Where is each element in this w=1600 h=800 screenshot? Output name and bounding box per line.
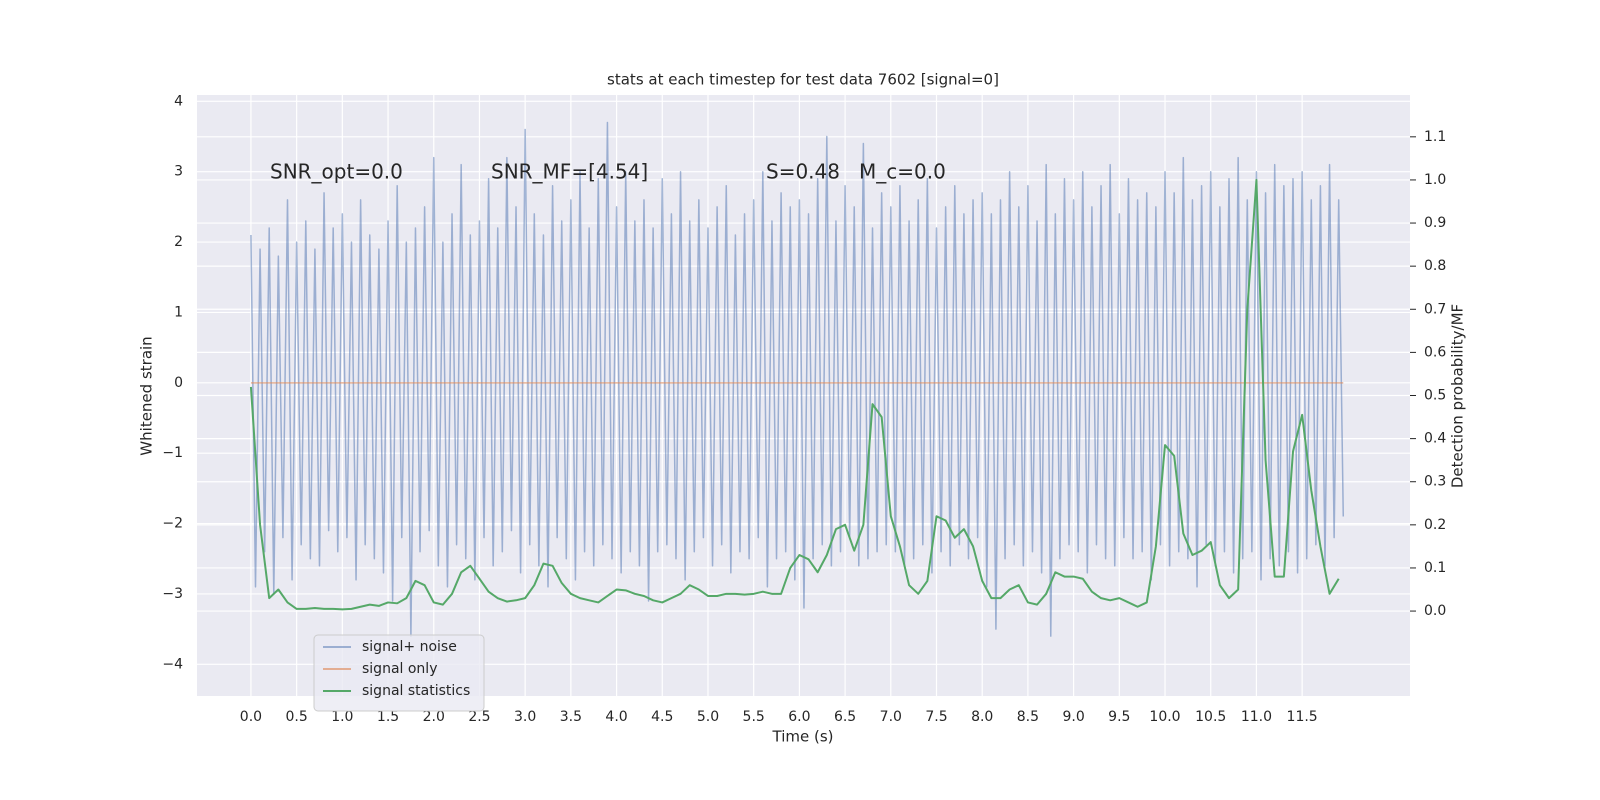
x-tick-label: 9.5 — [1108, 709, 1130, 725]
legend: signal+ noise signal only signal statistic… — [313, 634, 485, 712]
legend-label: signal+ noise — [362, 639, 457, 655]
chart-title: stats at each timestep for test data 760… — [607, 71, 999, 89]
x-tick-label: 8.0 — [971, 709, 993, 725]
x-tick-label: 3.0 — [514, 709, 536, 725]
y2-tick-label: 1.0 — [1424, 172, 1446, 188]
y2-tick-label: 0.6 — [1424, 344, 1446, 360]
y2-tick-label: 0.9 — [1424, 215, 1446, 231]
y-tick-label: −4 — [162, 656, 183, 672]
x-tick-label: 10.5 — [1195, 709, 1226, 725]
x-tick-label: 0.0 — [240, 709, 262, 725]
y2-tick-label: 0.3 — [1424, 474, 1446, 490]
y-tick-label: 4 — [174, 93, 183, 109]
x-axis-label: Time (s) — [772, 728, 834, 746]
y2-tick-label: 0.4 — [1424, 431, 1446, 447]
x-tick-label: 11.5 — [1287, 709, 1318, 725]
legend-label: signal statistics — [362, 683, 470, 699]
y-tick-label: 0 — [174, 375, 183, 391]
x-tick-label: 7.5 — [925, 709, 947, 725]
series-line — [249, 178, 1340, 611]
annotation: S=0.48 — [766, 160, 840, 184]
y-tick-label: 2 — [174, 234, 183, 250]
x-tick-label: 4.5 — [651, 709, 673, 725]
y2-tick-label: 0.7 — [1424, 301, 1446, 317]
x-tick-label: 11.0 — [1241, 709, 1272, 725]
x-tick-label: 0.5 — [286, 709, 308, 725]
x-tick-label: 9.0 — [1062, 709, 1084, 725]
marks — [249, 121, 1345, 637]
x-tick-label: 5.5 — [743, 709, 765, 725]
x-tick-label: 6.0 — [788, 709, 810, 725]
x-tick-label: 2.0 — [423, 709, 445, 725]
annotation: M_c=0.0 — [859, 160, 946, 184]
y-axis-label: Whitened strain — [138, 336, 156, 455]
legend-box — [313, 634, 485, 712]
annotation: SNR_MF=[4.54] — [491, 160, 648, 184]
y-tick-label: −3 — [162, 586, 183, 602]
x-tick-label: 1.5 — [377, 709, 399, 725]
y-tick-label: −2 — [162, 516, 183, 532]
y2-tick-label: 0.2 — [1424, 517, 1446, 533]
y-tick-label: 3 — [174, 164, 183, 180]
x-tick-label: 1.0 — [331, 709, 353, 725]
y2-tick-label: 0.1 — [1424, 560, 1446, 576]
x-tick-label: 7.0 — [880, 709, 902, 725]
x-tick-label: 3.5 — [560, 709, 582, 725]
y2-tick-label: 0.8 — [1424, 258, 1446, 274]
x-tick-label: 8.5 — [1017, 709, 1039, 725]
y2-tick-label: 1.1 — [1424, 129, 1446, 145]
y2-tick-label: 0.5 — [1424, 388, 1446, 404]
y2-axis-label: Detection probability/MF — [1449, 304, 1467, 488]
y-tick-label: −1 — [162, 445, 183, 461]
x-tick-label: 6.5 — [834, 709, 856, 725]
annotation: SNR_opt=0.0 — [270, 160, 403, 184]
y2-tick-label: 0.0 — [1424, 603, 1446, 619]
x-tick-label: 5.0 — [697, 709, 719, 725]
y-tick-label: 1 — [174, 304, 183, 320]
x-tick-label: 10.0 — [1149, 709, 1180, 725]
x-tick-label: 2.5 — [468, 709, 490, 725]
labels: 0.0 0.5 1.0 1.5 2.0 2.5 3.0 3.5 4.0 4.5 5.0 5.5 6.0 6… — [162, 93, 1446, 725]
x-tick-label: 4.0 — [605, 709, 627, 725]
legend-label: signal only — [362, 661, 437, 677]
